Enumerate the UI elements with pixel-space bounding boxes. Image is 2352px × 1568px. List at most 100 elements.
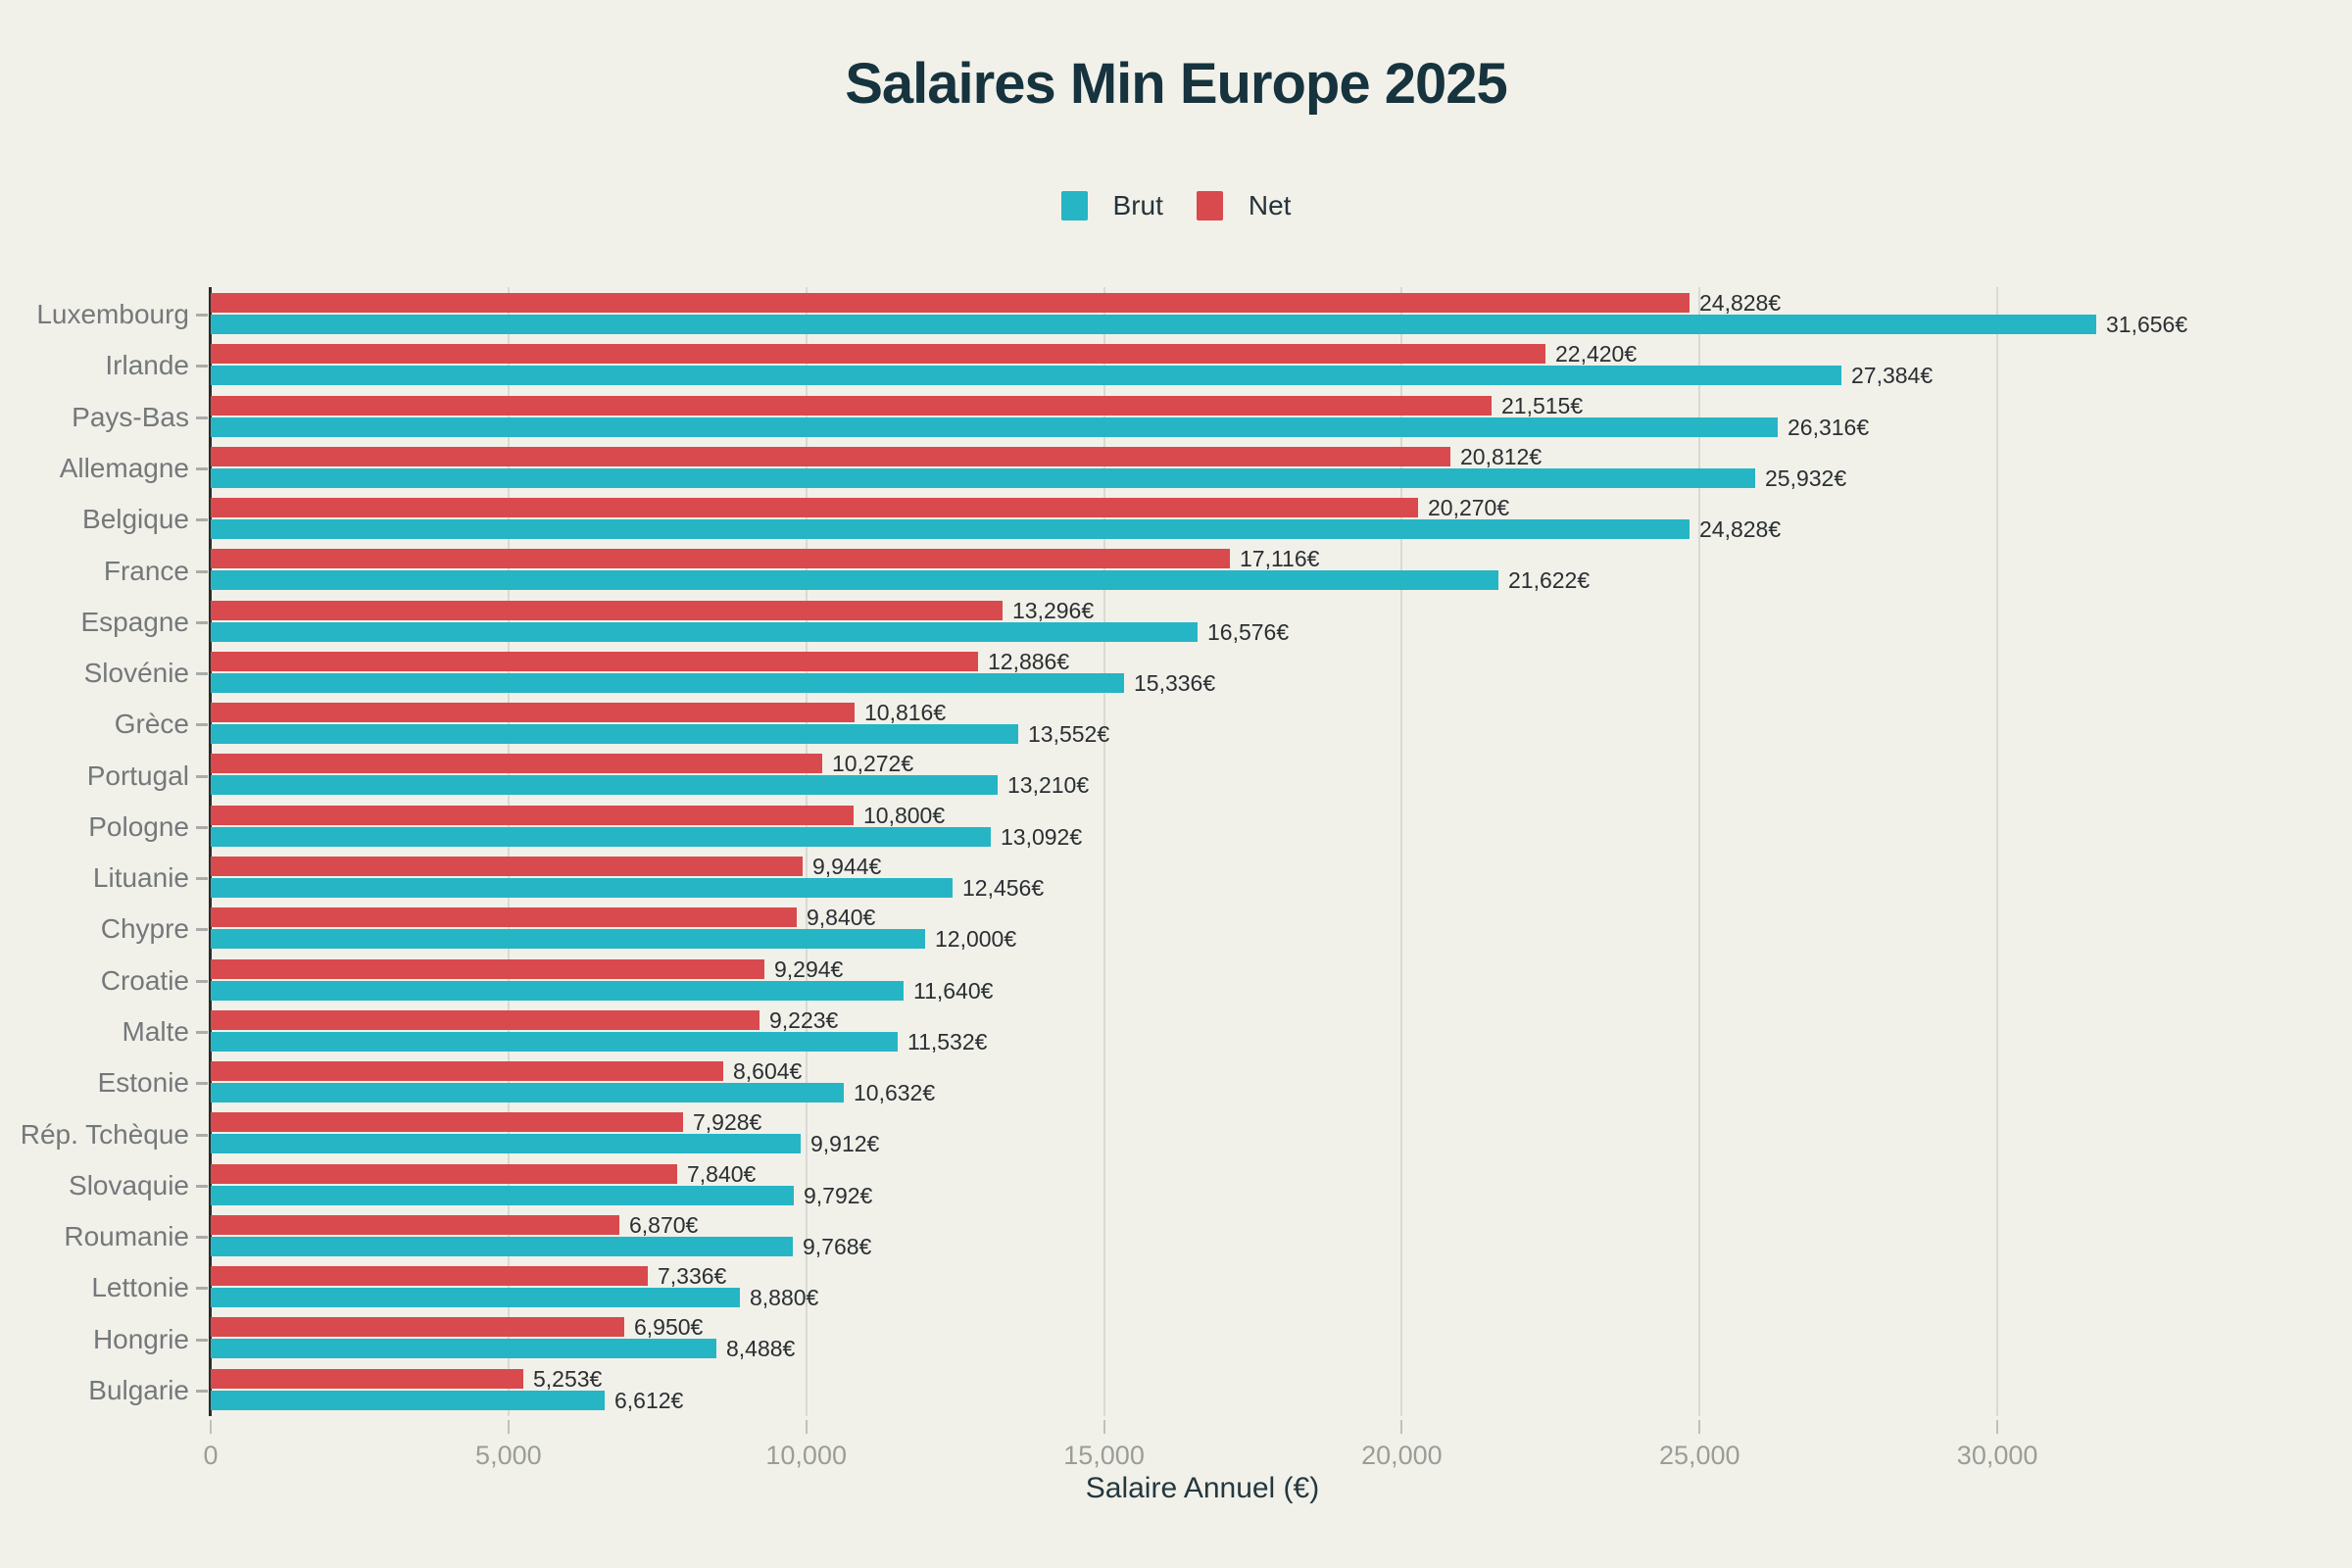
net-bar[interactable] [211,600,1003,620]
brut-bar[interactable] [211,1288,740,1308]
x-axis-tick [1400,1420,1403,1434]
net-value-label: 24,828€ [1699,290,1782,316]
brut-bar[interactable] [211,621,1198,642]
country-label: Lettonie [91,1272,189,1303]
net-bar[interactable] [211,958,764,979]
net-bar[interactable] [211,1009,760,1030]
x-axis-title: Salaire Annuel (€) [1085,1472,1320,1504]
net-bar[interactable] [211,1061,723,1082]
net-bar[interactable] [211,651,978,671]
country-label: Estonie [97,1067,189,1099]
brut-bar[interactable] [211,315,2096,334]
net-bar[interactable] [211,395,1492,416]
net-value-label: 17,116€ [1240,546,1320,572]
net-bar[interactable] [211,805,854,825]
net-bar[interactable] [211,1112,683,1133]
x-axis-tick-label: 15,000 [1063,1441,1145,1470]
net-value-label: 20,270€ [1428,495,1510,521]
country-label: Allemagne [59,452,189,483]
net-bar[interactable] [211,293,1690,313]
category-tick [196,314,208,318]
country-label: Chypre [100,913,189,945]
net-value-label: 21,515€ [1501,392,1584,418]
x-axis-tick [1996,1420,1999,1434]
net-value-label: 7,336€ [658,1263,727,1290]
country-label: Malte [122,1015,189,1047]
x-axis-tick-label: 10,000 [765,1441,847,1470]
brut-bar[interactable] [211,672,1124,693]
brut-bar[interactable] [211,724,1018,745]
brut-bar[interactable] [211,775,998,796]
brut-bar[interactable] [211,1185,794,1205]
x-axis-tick [1102,1420,1105,1434]
country-label: Bulgarie [88,1374,189,1405]
net-bar[interactable] [211,498,1418,518]
category-tick [196,928,208,932]
net-bar[interactable] [211,907,797,928]
brut-bar[interactable] [211,1339,716,1359]
net-bar[interactable] [211,754,822,774]
net-bar[interactable] [211,1317,624,1338]
net-bar[interactable] [211,1163,677,1184]
x-axis-tick [805,1420,808,1434]
x-axis-tick [507,1420,510,1434]
category-tick [196,416,208,419]
x-axis-tick-label: 20,000 [1361,1441,1443,1470]
legend-item-brut[interactable]: Brut [1060,190,1163,221]
category-tick [196,1030,208,1034]
category-tick [196,672,208,676]
net-bar[interactable] [211,1368,523,1389]
category-tick [196,877,208,881]
legend: Brut Net [0,190,2352,221]
brut-bar[interactable] [211,1390,605,1410]
grid-line [1400,287,1403,1416]
brut-value-label: 31,656€ [2106,312,2188,337]
net-bar[interactable] [211,1214,619,1235]
net-value-label: 7,928€ [693,1109,762,1136]
brut-value-label: 24,828€ [1699,516,1782,543]
country-label: Hongrie [92,1323,189,1354]
x-axis-tick-label: 25,000 [1658,1441,1740,1470]
net-bar[interactable] [211,857,803,876]
brut-value-label: 12,000€ [935,926,1017,953]
net-bar[interactable] [211,446,1450,466]
brut-bar[interactable] [211,929,925,950]
x-axis-tick-label: 30,000 [1956,1441,2038,1470]
brut-bar[interactable] [211,1031,898,1052]
brut-value-label: 26,316€ [1788,414,1870,440]
category-tick [196,1287,208,1291]
legend-item-net[interactable]: Net [1196,190,1292,221]
legend-label-net: Net [1248,190,1292,220]
brut-bar[interactable] [211,1236,793,1256]
brut-bar[interactable] [211,1134,801,1154]
net-bar[interactable] [211,703,855,723]
brut-bar[interactable] [211,570,1498,591]
net-value-label: 9,840€ [807,905,876,931]
brut-bar[interactable] [211,519,1690,540]
net-bar[interactable] [211,549,1230,569]
country-label: Pays-Bas [72,401,189,432]
brut-bar[interactable] [211,416,1778,437]
brut-value-label: 12,456€ [962,875,1045,901]
brut-value-label: 27,384€ [1851,363,1934,389]
brut-bar[interactable] [211,1083,844,1103]
country-label: Croatie [100,964,189,996]
brut-bar[interactable] [211,467,1755,488]
chart-title: Salaires Min Europe 2025 [845,52,1508,116]
country-label: Grèce [114,709,189,740]
brut-value-label: 16,576€ [1207,618,1290,645]
category-tick [196,1133,208,1137]
net-value-label: 13,296€ [1012,597,1095,623]
net-bar[interactable] [211,344,1545,365]
category-tick [196,979,208,983]
brut-bar[interactable] [211,980,904,1001]
brut-bar[interactable] [211,826,991,847]
legend-label-brut: Brut [1112,190,1163,220]
category-tick [196,518,208,522]
net-value-label: 10,800€ [863,802,946,828]
brut-bar[interactable] [211,366,1841,386]
net-bar[interactable] [211,1266,648,1287]
net-value-label: 9,223€ [769,1006,839,1033]
brut-bar[interactable] [211,878,953,898]
